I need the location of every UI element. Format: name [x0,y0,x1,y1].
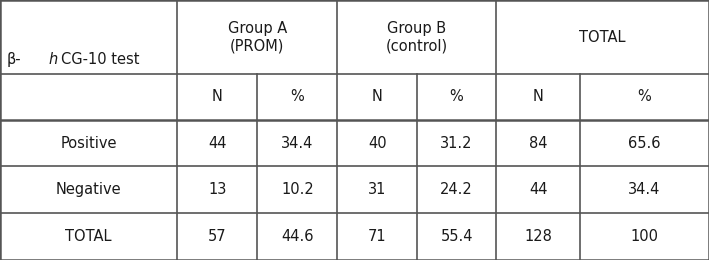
Text: 44: 44 [208,135,227,151]
Text: TOTAL: TOTAL [579,30,626,44]
Text: 31: 31 [368,182,386,197]
Text: h: h [48,52,57,67]
Text: N: N [372,89,383,104]
Text: %: % [291,89,304,104]
Text: 44.6: 44.6 [281,229,313,244]
Text: 65.6: 65.6 [628,135,661,151]
Text: CG-10 test: CG-10 test [61,52,140,67]
Text: 128: 128 [524,229,552,244]
Text: β-: β- [7,52,22,67]
Text: N: N [212,89,223,104]
Text: 24.2: 24.2 [440,182,473,197]
Text: 44: 44 [529,182,547,197]
Text: TOTAL: TOTAL [65,229,112,244]
Text: 10.2: 10.2 [281,182,314,197]
Text: 84: 84 [529,135,547,151]
Text: 71: 71 [368,229,386,244]
Text: 57: 57 [208,229,227,244]
Text: 13: 13 [208,182,226,197]
Text: 55.4: 55.4 [440,229,473,244]
Text: %: % [450,89,464,104]
Text: %: % [637,89,652,104]
Text: 31.2: 31.2 [440,135,473,151]
Text: 100: 100 [630,229,659,244]
Text: 40: 40 [368,135,386,151]
Text: 34.4: 34.4 [281,135,313,151]
Text: N: N [532,89,544,104]
Text: Negative: Negative [56,182,121,197]
Text: 34.4: 34.4 [628,182,661,197]
Text: Group B
(control): Group B (control) [386,21,448,53]
Text: Positive: Positive [60,135,117,151]
Text: Group A
(PROM): Group A (PROM) [228,21,287,53]
